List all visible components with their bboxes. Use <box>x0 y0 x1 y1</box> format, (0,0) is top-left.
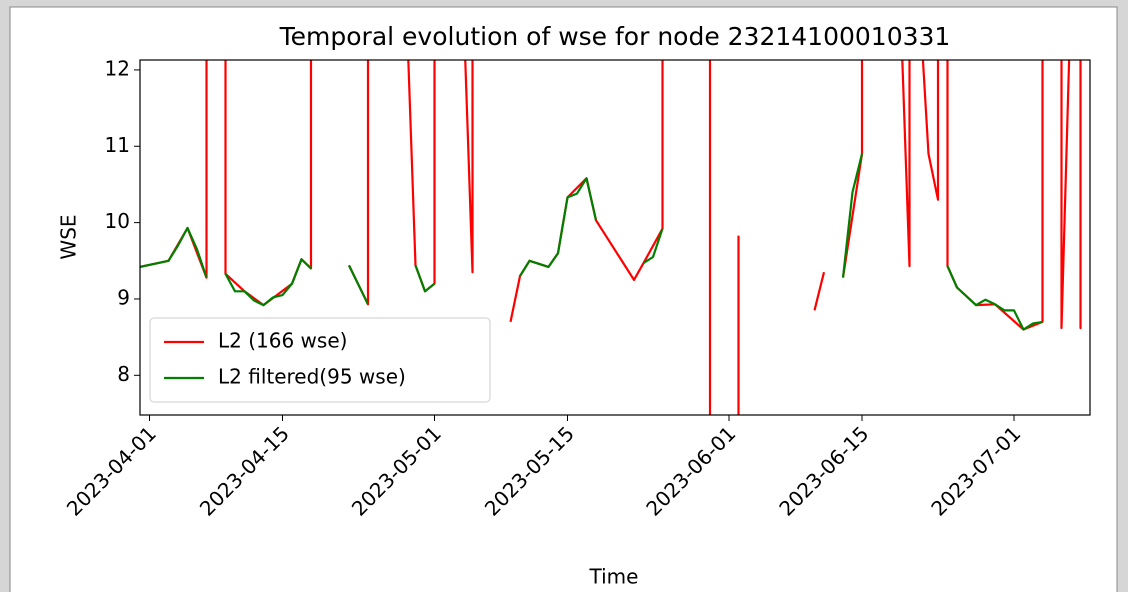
y-tick-label: 8 <box>117 362 130 386</box>
plot-lines <box>140 60 1082 415</box>
y-tick-label: 10 <box>105 209 130 233</box>
legend-label: L2 (166 wse) <box>218 329 347 353</box>
chart-title: Temporal evolution of wse for node 23214… <box>279 22 951 51</box>
figure <box>9 6 1118 592</box>
y-tick-label: 11 <box>105 133 130 157</box>
y-tick-label: 9 <box>117 285 130 309</box>
y-tick-label: 12 <box>105 56 130 80</box>
legend-label: L2 filtered(95 wse) <box>218 365 406 389</box>
y-axis-label: WSE <box>57 214 81 259</box>
series-line <box>140 153 1043 331</box>
plot-frame <box>139 59 1091 416</box>
legend-box <box>149 317 491 403</box>
x-axis-label: Time <box>589 565 639 589</box>
